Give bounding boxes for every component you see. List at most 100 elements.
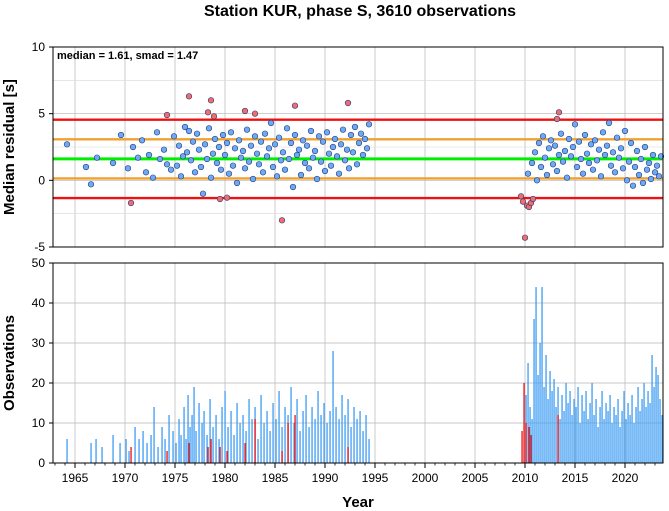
residual-point <box>521 234 529 241</box>
residual-point <box>291 131 299 139</box>
residual-point <box>581 131 589 139</box>
residual-point <box>109 159 117 167</box>
year-x-tick-label: 2020 <box>612 471 639 485</box>
observation-bar <box>573 399 575 463</box>
residual-point <box>293 151 301 159</box>
observation-bar <box>172 431 174 463</box>
residual-point <box>203 155 211 163</box>
observation-bar <box>521 431 523 463</box>
residual-point <box>559 158 567 165</box>
observation-bar <box>224 391 226 463</box>
observation-bar <box>290 387 292 463</box>
observation-bar <box>263 423 265 463</box>
residual-point <box>528 159 536 167</box>
observation-bar <box>645 407 647 463</box>
residual-point <box>357 130 365 137</box>
observation-bar <box>585 391 587 463</box>
year-x-tick-label: 2000 <box>412 471 439 485</box>
residual-y-tick-label: 0 <box>38 173 45 187</box>
observation-bar <box>198 403 200 463</box>
observation-bar <box>593 415 595 463</box>
observation-bar <box>356 419 358 463</box>
observation-bar <box>611 423 613 463</box>
residual-point <box>138 137 146 144</box>
observation-bar <box>207 447 209 463</box>
year-x-tick-label: 2005 <box>462 471 489 485</box>
residual-point <box>175 142 183 149</box>
year-x-tick-label: 2010 <box>512 471 539 485</box>
residual-point <box>557 130 565 137</box>
observation-bar <box>201 423 203 463</box>
year-x-tick-label: 1970 <box>112 471 139 485</box>
residual-point <box>229 162 237 169</box>
observation-bar <box>320 415 322 463</box>
residual-point <box>325 150 333 157</box>
observation-bar <box>589 403 591 463</box>
residual-point <box>185 127 193 135</box>
observation-bar <box>335 407 337 463</box>
observation-bar <box>180 435 182 463</box>
residual-point <box>197 163 205 171</box>
residual-point <box>223 194 231 201</box>
residual-point <box>63 141 71 148</box>
observation-bar <box>569 391 571 463</box>
observation-bar <box>257 439 259 463</box>
observation-bar <box>595 399 597 463</box>
residual-point <box>345 165 353 172</box>
observation-bar <box>266 411 268 463</box>
residual-point <box>555 109 563 116</box>
observation-bar <box>657 375 659 463</box>
residual-point <box>327 162 335 169</box>
observation-bar <box>161 427 163 463</box>
residual-y-tick-label: -5 <box>34 240 45 254</box>
observation-bar <box>601 391 603 463</box>
residual-frame <box>52 46 664 248</box>
residual-point <box>285 155 293 163</box>
residual-point <box>251 133 259 140</box>
observation-bar <box>226 451 228 463</box>
residual-point <box>643 166 651 173</box>
observation-bar <box>245 431 247 463</box>
residual-point <box>335 170 343 177</box>
observation-bar <box>615 415 617 463</box>
observation-bar <box>294 415 296 463</box>
observation-bar <box>535 287 537 463</box>
residual-point <box>573 163 581 171</box>
residual-point <box>655 173 663 180</box>
residual-y-tick-label: 5 <box>38 107 45 121</box>
residual-point <box>305 165 313 172</box>
observation-bar <box>269 431 271 463</box>
observation-bar <box>185 439 187 463</box>
residual-point <box>333 153 341 160</box>
residual-point <box>237 154 245 161</box>
observation-bar <box>641 399 643 463</box>
observation-bar <box>579 423 581 463</box>
observation-bar <box>230 411 232 463</box>
observation-bar <box>655 367 657 463</box>
observation-bar <box>523 383 525 463</box>
residual-point <box>278 217 286 224</box>
observation-bar <box>344 415 346 463</box>
residual-point <box>623 177 631 184</box>
observation-bar <box>215 415 217 463</box>
residual-point <box>607 162 615 169</box>
observation-bar <box>302 411 304 463</box>
observation-bar <box>567 403 569 463</box>
observation-bar <box>112 435 114 463</box>
observation-bar <box>649 403 651 463</box>
median-smad-annotation: median = 1.61, smad = 1.47 <box>57 50 198 62</box>
observation-bar <box>90 443 92 463</box>
residual-point <box>267 119 275 127</box>
observation-bar <box>531 419 533 463</box>
year-x-ticks: 1965 1970 1975 1980 1985 1990 1995 2000 2005 2010… <box>54 463 656 485</box>
observation-bar <box>227 427 229 463</box>
observation-bar <box>575 407 577 463</box>
observation-bar <box>353 407 355 463</box>
observation-bar <box>362 431 364 463</box>
observation-bar <box>275 419 277 463</box>
observation-bar <box>299 431 301 463</box>
observation-bar <box>581 395 583 463</box>
observation-bar <box>206 435 208 463</box>
residual-point <box>609 149 617 156</box>
observation-bar <box>555 407 557 463</box>
